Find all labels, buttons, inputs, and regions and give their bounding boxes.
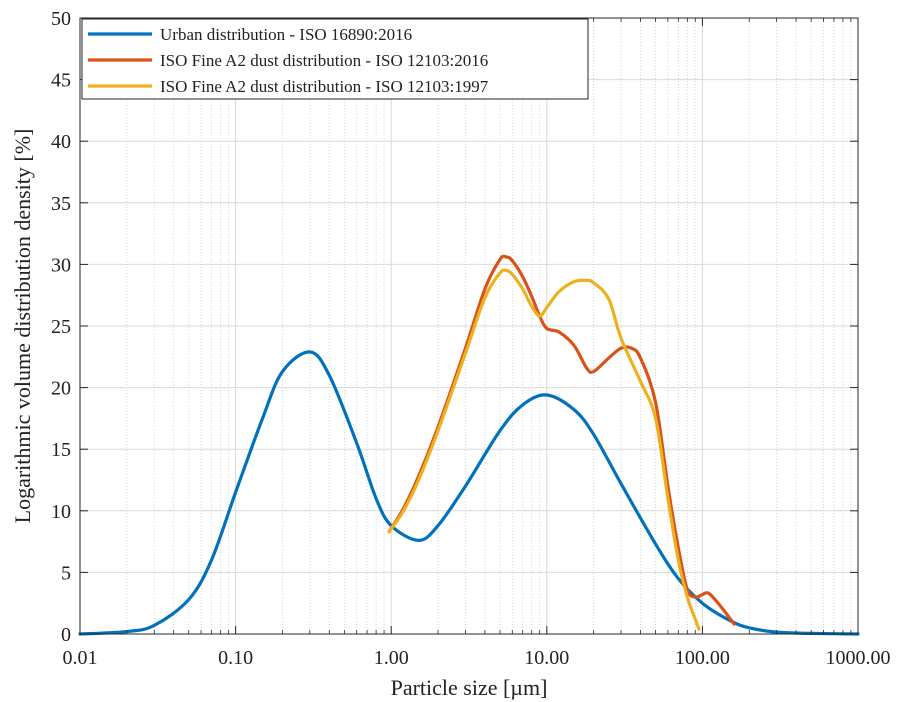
series-line-urban [78, 350, 860, 636]
legend: Urban distribution - ISO 16890:2016 ISO … [81, 18, 589, 100]
y-tick-label: 30 [51, 254, 71, 276]
y-tick-label: 50 [51, 8, 71, 30]
y-tick-label: 25 [51, 316, 71, 338]
x-tick-label: 10.00 [524, 647, 569, 669]
legend-box [81, 18, 589, 100]
x-tick-label: 0.01 [63, 647, 98, 669]
y-tick-label: 45 [51, 70, 71, 92]
y-tick-label: 35 [51, 193, 71, 215]
tick-labels: 0.01 0.10 1.00 10.00 100.00 1000.00 0 5 10 15 20 25… [51, 8, 891, 669]
y-tick-label: 10 [51, 501, 71, 523]
y-axis-title: Logarithmic volume distribution density … [10, 129, 35, 524]
series-line-a2-2016 [387, 254, 736, 626]
x-tick-label: 100.00 [675, 647, 730, 669]
y-tick-label: 5 [61, 562, 71, 584]
grid [79, 17, 859, 635]
legend-label-a2-1997: ISO Fine A2 dust distribution - ISO 1210… [160, 77, 489, 96]
x-axis-title: Particle size [µm] [391, 675, 548, 700]
y-tick-label: 20 [51, 378, 71, 400]
x-tick-label: 0.10 [218, 647, 253, 669]
series-line-a2-1997 [387, 268, 701, 631]
legend-label-urban: Urban distribution - ISO 16890:2016 [160, 25, 412, 44]
y-tick-label: 15 [51, 439, 71, 461]
x-tick-label: 1.00 [374, 647, 409, 669]
y-tick-label: 40 [51, 131, 71, 153]
legend-label-a2-2016: ISO Fine A2 dust distribution - ISO 1210… [160, 51, 488, 70]
x-tick-label: 1000.00 [826, 647, 891, 669]
series-layer [78, 254, 860, 636]
y-tick-label: 0 [61, 624, 71, 646]
